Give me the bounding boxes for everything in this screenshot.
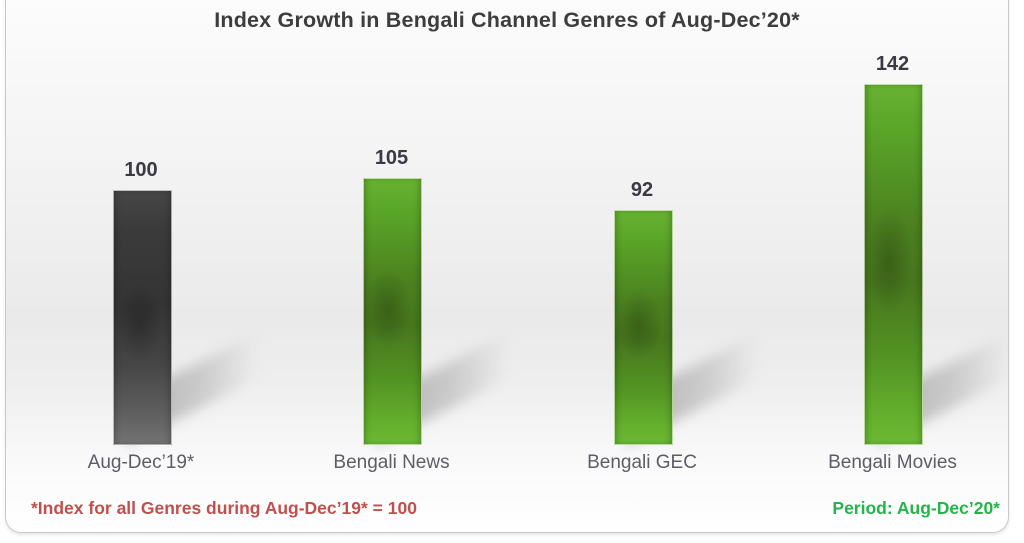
bar-green — [363, 178, 422, 445]
footnote-period: Period: Aug-Dec’20* — [832, 498, 1000, 518]
bar-gray — [112, 190, 172, 445]
chart-title: Index Growth in Bengali Channel Genres o… — [214, 8, 800, 32]
bar-chart: 100 Aug-Dec’19* 105 Bengali News 92 Bengali G… — [6, 0, 1008, 532]
bar-value-label: 105 — [374, 147, 409, 169]
chart-card: Index Growth in Bengali Channel Genres o… — [5, 0, 1009, 533]
bar-value-label: 100 — [124, 159, 158, 181]
bar-category-label: Bengali News — [333, 452, 450, 473]
bar-category-label: Bengali GEC — [587, 452, 697, 473]
bar-green — [613, 210, 673, 445]
footnote-index-base: *Index for all Genres during Aug-Dec’19*… — [31, 498, 417, 518]
bar-value-label: 92 — [630, 179, 654, 201]
bar-category-label: Bengali Movies — [828, 452, 957, 473]
bar-value-label: 142 — [875, 53, 910, 75]
bar-category-label: Aug-Dec’19* — [87, 452, 195, 473]
bar-green — [864, 84, 923, 445]
